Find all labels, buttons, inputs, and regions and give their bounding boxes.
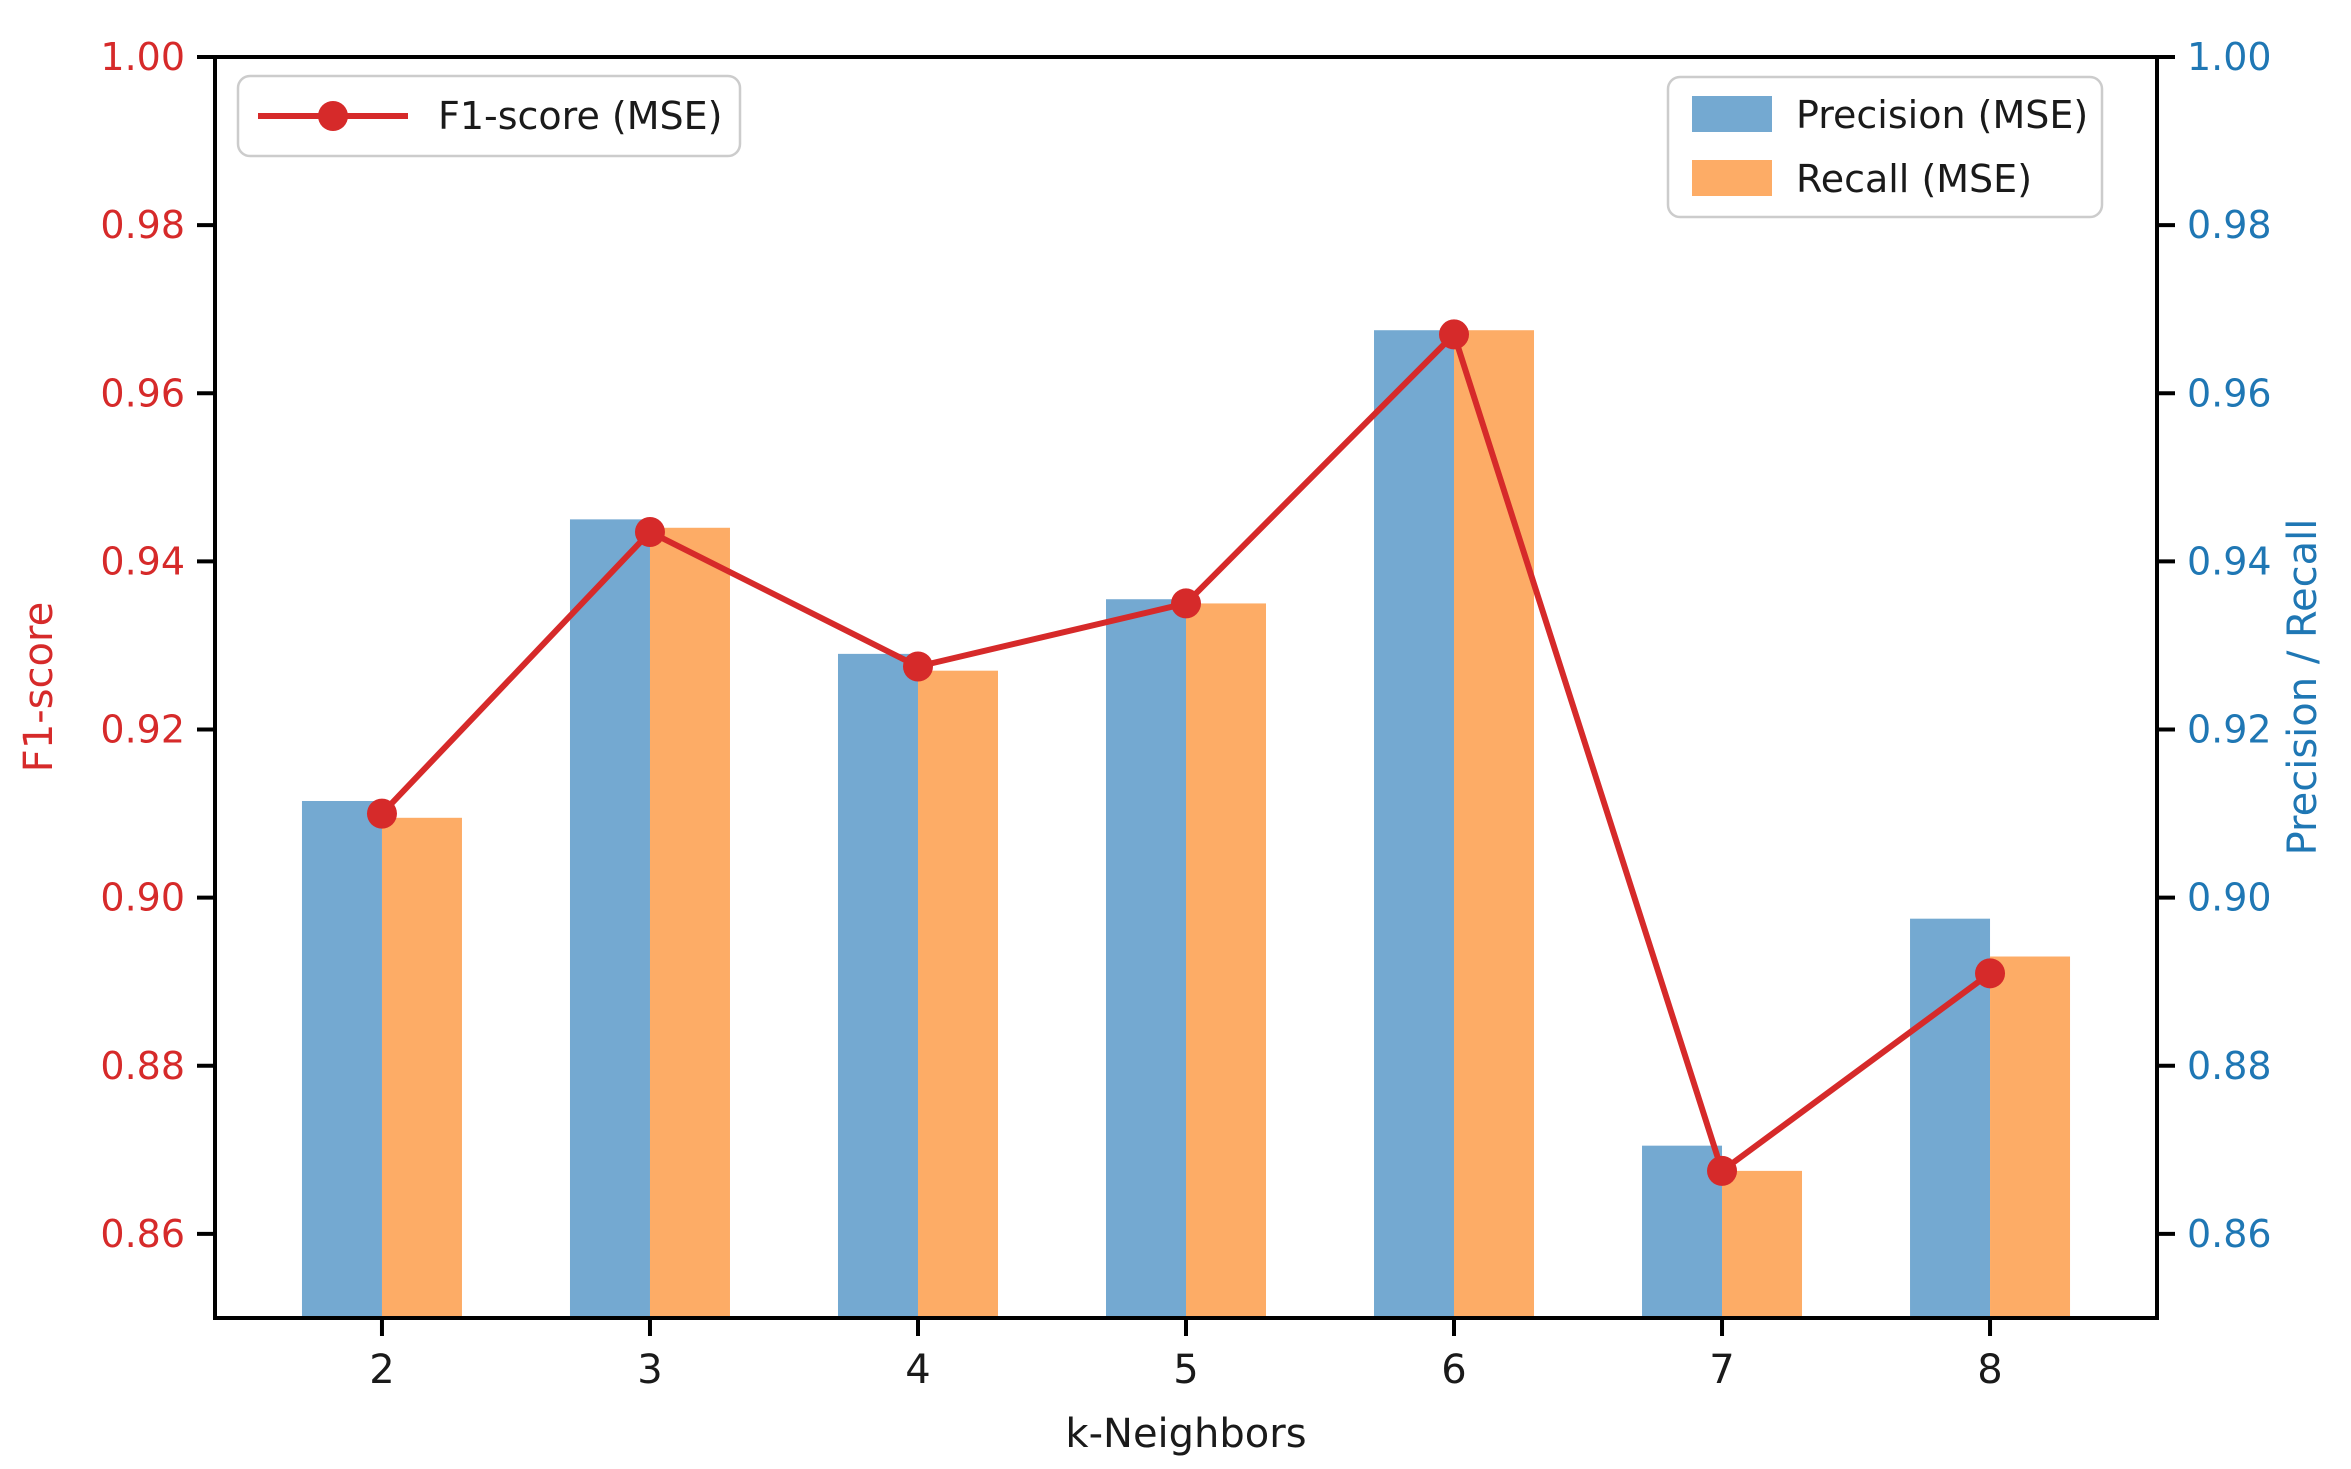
legend-recall-swatch: [1692, 160, 1772, 196]
f1-marker: [634, 516, 665, 547]
precision-bar: [1374, 330, 1455, 1318]
line-layer: [366, 319, 2006, 1186]
legend-line: F1-score (MSE): [236, 74, 742, 158]
f1-marker: [1171, 588, 1201, 619]
precision-bar: [569, 519, 650, 1318]
right-y-tick-label: 0.88: [2187, 1044, 2272, 1088]
right-y-tick-label: 1.00: [2187, 35, 2272, 79]
legend-f1-label: F1-score (MSE): [438, 94, 723, 138]
right-y-tick-label: 0.92: [2187, 708, 2272, 752]
left-y-tick-label: 1.00: [100, 35, 185, 79]
left-y-tick-label: 0.90: [100, 876, 185, 920]
legend-precision-label: Precision (MSE): [1796, 93, 2088, 137]
ticks-layer: 1.00 1.00 0.98 0.98 0.96 0.96 0.94 0.94 0.92 0.92…: [100, 35, 2271, 1393]
recall-bar: [381, 817, 462, 1318]
bars-layer: [301, 330, 2071, 1318]
recall-bar: [1722, 1170, 1803, 1318]
f1-marker: [1975, 958, 2006, 989]
f1-marker: [366, 798, 397, 829]
legend-precision-swatch: [1692, 96, 1772, 132]
legend-recall-label: Recall (MSE): [1796, 157, 2032, 201]
recall-bar: [649, 527, 730, 1318]
x-tick-label: 6: [1441, 1347, 1466, 1393]
x-tick-label: 7: [1709, 1347, 1734, 1393]
right-y-tick-label: 0.86: [2187, 1212, 2272, 1256]
legend-bars: Precision (MSE) Recall (MSE): [1666, 75, 2104, 219]
right-y-tick-label: 0.98: [2187, 203, 2272, 247]
right-y-tick-label: 0.94: [2187, 539, 2272, 583]
recall-bar: [1454, 330, 1535, 1318]
f1-marker: [902, 651, 933, 682]
recall-bar: [917, 670, 998, 1318]
x-axis-title: k-Neighbors: [1065, 1411, 1306, 1457]
left-y-tick-label: 0.92: [100, 708, 185, 752]
right-y-tick-label: 0.90: [2187, 876, 2272, 920]
left-y-tick-label: 0.86: [100, 1212, 185, 1256]
right-y-axis-title: Precision / Recall: [2280, 519, 2326, 856]
plot-frame: [213, 55, 2159, 1320]
left-y-tick-label: 0.96: [100, 371, 185, 415]
precision-bar: [837, 653, 918, 1318]
left-y-tick-label: 0.98: [100, 203, 185, 247]
x-tick-label: 3: [637, 1347, 662, 1393]
recall-bar: [1990, 956, 2071, 1318]
left-y-tick-label: 0.94: [100, 539, 185, 583]
x-tick-label: 2: [369, 1347, 394, 1393]
x-tick-label: 8: [1977, 1347, 2002, 1393]
legend-bars-box: [1666, 75, 2104, 219]
x-tick-label: 4: [905, 1347, 930, 1393]
precision-bar: [301, 800, 382, 1318]
f1-marker: [1439, 319, 1470, 350]
legend-line-box: [236, 74, 742, 158]
right-y-tick-label: 0.96: [2187, 371, 2272, 415]
f1-marker: [1707, 1155, 1738, 1186]
left-y-axis-title: F1-score: [16, 602, 62, 772]
recall-bar: [1186, 603, 1266, 1318]
legend-f1-marker: [318, 101, 348, 131]
left-y-tick-label: 0.88: [100, 1044, 185, 1088]
x-tick-label: 5: [1173, 1347, 1198, 1393]
precision-bar: [1106, 599, 1186, 1318]
